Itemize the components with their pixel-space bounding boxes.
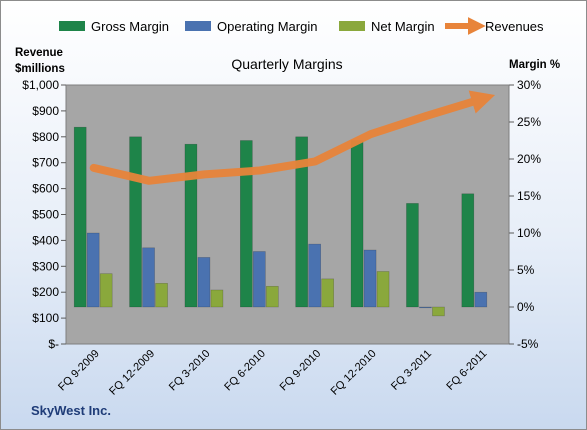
bar-net-margin (321, 278, 334, 308)
bars (73, 126, 488, 317)
legend: Gross Margin Operating Margin Net Margin… (59, 17, 544, 35)
bar-net-margin (432, 306, 445, 317)
y-right-ticks: -5% 0% 5% 10% 15% 20% 25% 30% (509, 78, 541, 351)
y-left-title-line1: Revenue (15, 47, 63, 59)
bar-net-margin (266, 285, 279, 308)
legend-swatch-net (339, 21, 365, 31)
bar-operating-margin (253, 251, 266, 308)
x-category-label: FQ 6-2010 (222, 348, 268, 394)
bar-gross-margin (406, 203, 419, 308)
legend-label-operating: Operating Margin (217, 19, 317, 34)
bar-gross-margin (73, 126, 87, 308)
y-right-tick-label: 20% (517, 152, 541, 166)
x-category-label: FQ 6-2011 (444, 348, 489, 393)
y-left-tick-label: $700 (32, 156, 59, 170)
legend-label-gross: Gross Margin (91, 19, 169, 34)
y-right-tick-label: 25% (517, 115, 541, 129)
y-left-ticks: $- $100 $200 $300 $400 $500 $600 $700 $800 $900 $1… (22, 78, 66, 351)
y-right-tick-label: 0% (517, 300, 535, 314)
bar-operating-margin (363, 249, 377, 308)
legend-label-net: Net Margin (371, 19, 435, 34)
bar-gross-margin (461, 193, 475, 308)
y-left-tick-label: $400 (32, 233, 59, 247)
bar-operating-margin (197, 257, 211, 308)
bar-net-margin (155, 283, 168, 308)
legend-label-revenues: Revenues (485, 19, 544, 34)
bar-gross-margin (129, 136, 142, 308)
x-category-label: FQ 9-2009 (56, 348, 102, 394)
y-left-tick-label: $600 (32, 182, 59, 196)
chart-title: Quarterly Margins (231, 56, 342, 72)
y-right-tick-label: -5% (517, 337, 539, 351)
y-left-tick-label: $1,000 (22, 78, 59, 92)
legend-swatch-gross (59, 21, 85, 31)
bar-gross-margin (184, 143, 198, 308)
revenue-line-group (89, 90, 496, 185)
footer-company-name: SkyWest Inc. (31, 403, 111, 418)
y-right-tick-label: 30% (517, 78, 541, 92)
revenue-line (89, 90, 496, 185)
x-category-label: FQ 3-2010 (167, 348, 213, 394)
bar-gross-margin (240, 140, 253, 308)
y-left-title-line2: $millions (15, 63, 65, 75)
bar-operating-margin (86, 232, 100, 308)
y-left-tick-label: $200 (32, 285, 59, 299)
y-left-tick-label: $100 (32, 311, 59, 325)
bar-gross-margin (350, 140, 364, 308)
bar-net-margin (210, 289, 224, 308)
x-category-label: FQ 12-2010 (329, 348, 379, 398)
bar-operating-margin (308, 243, 321, 308)
y-left-tick-label: $500 (32, 208, 59, 222)
bar-operating-margin (419, 306, 432, 309)
bar-operating-margin (142, 247, 155, 308)
x-category-label: FQ 9-2010 (278, 348, 324, 394)
y-left-tick-label: $300 (32, 259, 59, 273)
bar-gross-margin (295, 136, 308, 308)
y-left-tick-label: $- (48, 337, 59, 351)
bar-net-margin (376, 271, 390, 308)
y-right-title: Margin % (509, 59, 560, 71)
x-category-label: FQ 12-2009 (107, 348, 157, 398)
y-right-tick-label: 5% (517, 263, 535, 277)
bar-net-margin (99, 273, 113, 308)
x-category-label: FQ 3-2011 (389, 348, 434, 393)
y-right-tick-label: 10% (517, 226, 541, 240)
y-right-tick-label: 15% (517, 189, 541, 203)
y-left-tick-label: $800 (32, 130, 59, 144)
y-left-tick-label: $900 (32, 104, 59, 118)
legend-swatch-operating (185, 21, 211, 31)
bar-operating-margin (474, 291, 488, 308)
x-category-labels: FQ 9-2009 FQ 12-2009 FQ 3-2010 FQ 6-2010 FQ … (56, 348, 489, 398)
